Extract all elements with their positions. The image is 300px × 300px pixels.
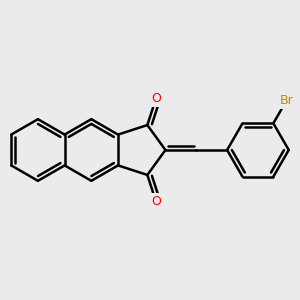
Text: O: O [151, 195, 161, 208]
Text: Br: Br [280, 94, 293, 107]
Text: O: O [151, 92, 161, 105]
